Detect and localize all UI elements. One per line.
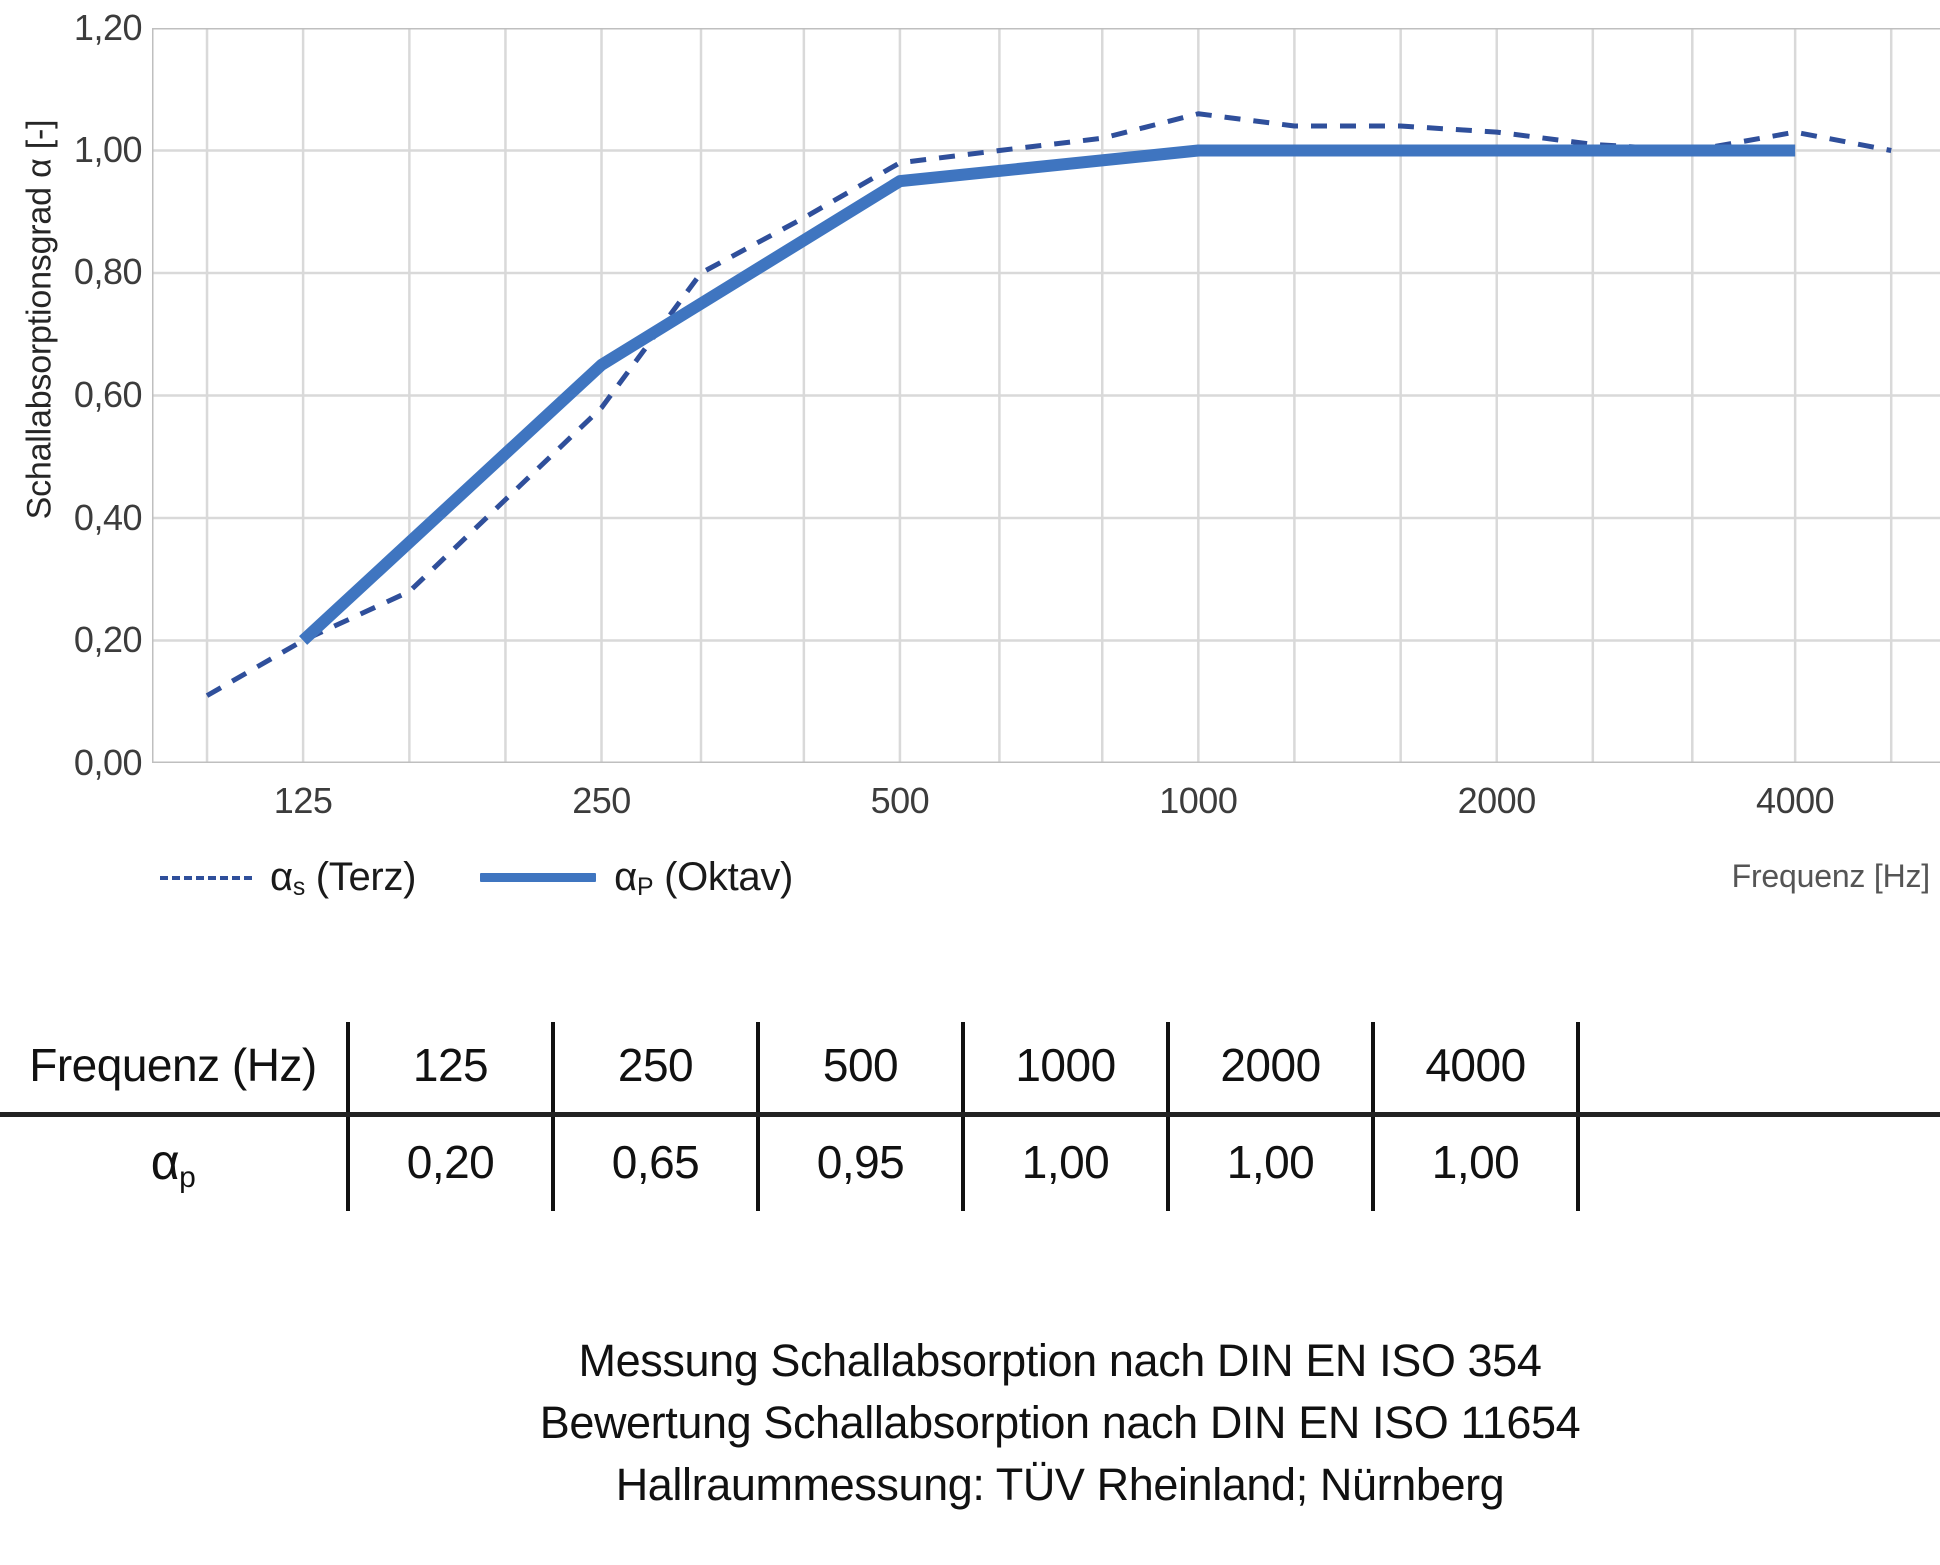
x-tick-250: 250 [572,780,631,821]
table-header-freq-250: 250 [553,1022,760,1117]
dashed-line-swatch-icon [160,875,252,880]
footer-line-measurement-standard: Messung Schallabsorption nach DIN EN ISO… [578,1335,1542,1386]
x-tick-500: 500 [870,780,930,821]
table-header-freq-125: 125 [348,1022,555,1117]
y-axis-tick-labels: 1,20 1,00 0,80 0,60 0,40 0,20 0,00 [46,0,143,783]
solid-line-swatch-icon [480,873,597,882]
x-tick-1000: 1000 [1159,780,1238,821]
chart-legend: αs (Terz) αP (Oktav) [160,855,794,902]
table-header-freq-2000: 2000 [1168,1022,1375,1117]
y-tick-100: 1,00 [73,129,143,170]
x-tick-125: 125 [273,780,333,821]
y-tick-020: 0,20 [73,619,143,660]
x-axis-title: Frequenz [Hz] [1731,858,1931,894]
x-tick-4000: 4000 [1756,780,1835,821]
legend-item-alpha-s: αs (Terz) [160,855,417,902]
table-header-label: Frequenz (Hz) [0,1022,350,1117]
footer-line-lab: Hallraummessung: TÜV Rheinland; Nürnberg [615,1459,1505,1511]
grid-lines [152,28,1940,763]
footer-notes: Messung Schallabsorption nach DIN EN ISO… [0,1330,1940,1516]
series-alpha-s-terz [205,111,1892,698]
legend-item-alpha-p: αP (Oktav) [480,855,794,902]
y-tick-120: 1,20 [73,7,143,48]
y-tick-080: 0,80 [73,251,143,292]
table-cell-overflow [1578,1115,1940,1212]
footer-line-rating-standard: Bewertung Schallabsorption nach DIN EN I… [539,1397,1581,1449]
table-header-freq-500: 500 [758,1022,965,1117]
table-row-header: Frequenz (Hz) 125 250 500 1000 2000 4000 [0,1022,1940,1117]
y-tick-040: 0,40 [73,497,143,538]
frequency-table: Frequenz (Hz) 125 250 500 1000 2000 4000… [0,1022,1940,1211]
plot-area [152,28,1940,763]
x-tick-2000: 2000 [1457,780,1537,821]
series-alpha-p-oktav [299,144,1796,645]
table-cell-alpha-500: 0,95 [758,1114,965,1211]
x-axis-tick-labels: 125 250 500 1000 2000 4000 [152,780,1940,830]
plot-svg [152,28,1940,763]
table-header-overflow [1578,1022,1940,1117]
table-cell-alpha-250: 0,65 [553,1114,760,1211]
legend-label-alpha-p: αP (Oktav) [614,855,794,902]
table-header-freq-4000: 4000 [1373,1022,1580,1117]
table-row-label-alpha-p: αp [0,1114,350,1211]
table-cell-alpha-4000: 1,00 [1373,1114,1580,1211]
table-cell-alpha-1000: 1,00 [963,1114,1170,1211]
legend-label-alpha-s: αs (Terz) [270,855,417,902]
table-row-alpha-p: αp 0,20 0,65 0,95 1,00 1,00 1,00 [0,1114,1940,1212]
table-cell-alpha-2000: 1,00 [1168,1114,1375,1211]
absorption-chart: Schallabsorptionsgrad α [-] 1,20 1,00 0,… [21,0,1940,902]
table-header-freq-1000: 1000 [963,1022,1170,1117]
table-cell-alpha-125: 0,20 [348,1114,555,1211]
y-tick-060: 0,60 [73,374,143,415]
y-tick-000: 0,00 [73,742,143,783]
